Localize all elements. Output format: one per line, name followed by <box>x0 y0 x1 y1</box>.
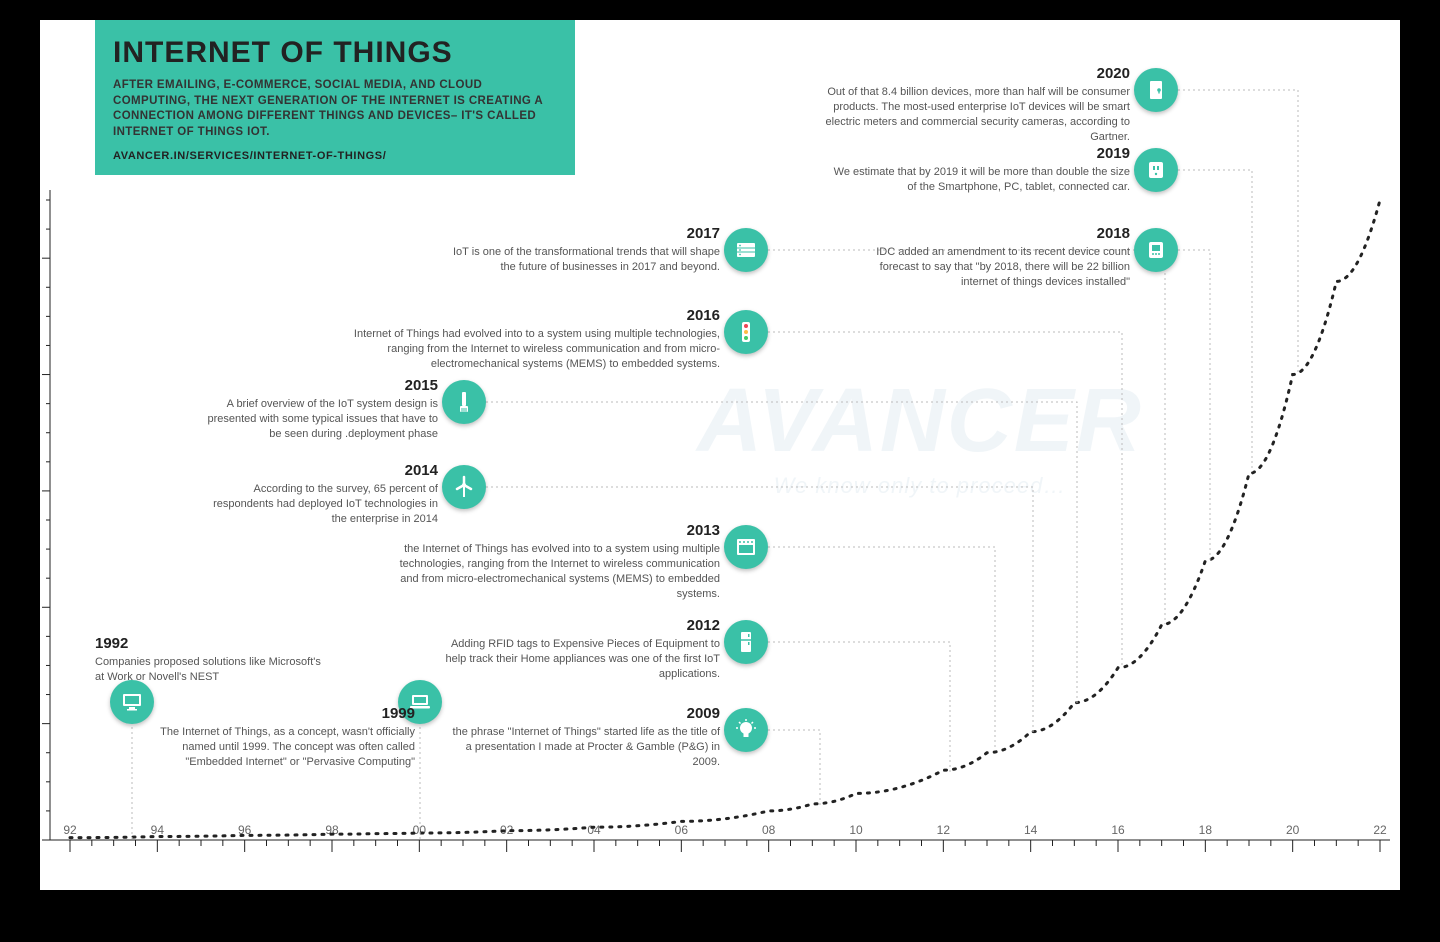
timeline-desc: IDC added an amendment to its recent dev… <box>845 245 1130 290</box>
timeline-desc: A brief overview of the IoT system desig… <box>198 397 438 442</box>
timeline-year: 2017 <box>448 225 720 242</box>
svg-text:02: 02 <box>500 823 514 837</box>
traffic-icon <box>724 310 768 354</box>
timeline-year: 2020 <box>798 65 1130 82</box>
bulb-icon <box>724 708 768 752</box>
svg-text:20: 20 <box>1286 823 1300 837</box>
svg-text:92: 92 <box>63 823 77 837</box>
timeline-text-2013: 2013the Internet of Things has evolved i… <box>380 522 720 601</box>
svg-text:04: 04 <box>587 823 601 837</box>
timeline-text-2009: 2009 the phrase "Internet of Things" star… <box>445 705 720 770</box>
timeline-text-2019: 2019 We estimate that by 2019 it will be … <box>830 145 1130 195</box>
svg-text:12: 12 <box>937 823 951 837</box>
timeline-text-2014: 2014 According to the survey, 65 percent … <box>210 462 438 527</box>
timeline-year: 2015 <box>198 377 438 394</box>
timeline-desc: Internet of Things had evolved into to a… <box>350 327 720 372</box>
header-panel: INTERNET OF THINGS AFTER EMAILING, E-COM… <box>95 20 575 175</box>
fridge-icon <box>724 620 768 664</box>
timeline-year: 2009 <box>445 705 720 722</box>
timeline-desc: According to the survey, 65 percent of r… <box>210 482 438 527</box>
timeline-year: 2016 <box>350 307 720 324</box>
desktop-icon <box>110 680 154 724</box>
windmill-icon <box>442 465 486 509</box>
timeline-text-2018: 2018 IDC added an amendment to its recent… <box>845 225 1130 290</box>
timeline-desc: the Internet of Things has evolved into … <box>380 542 720 601</box>
timeline-text-2020: 2020 Out of that 8.4 billion devices, mor… <box>798 65 1130 144</box>
thermostat-icon <box>1134 228 1178 272</box>
svg-text:98: 98 <box>325 823 339 837</box>
server-icon <box>724 228 768 272</box>
svg-text:08: 08 <box>762 823 776 837</box>
header-subtitle: AFTER EMAILING, E-COMMERCE, SOCIAL MEDIA… <box>113 78 557 140</box>
timeline-desc: Adding RFID tags to Expensive Pieces of … <box>435 637 720 682</box>
timeline-desc: IoT is one of the transformational trend… <box>448 245 720 275</box>
page-title: INTERNET OF THINGS <box>113 36 557 70</box>
timeline-year: 2012 <box>435 617 720 634</box>
timeline-text-2012: 2012 Adding RFID tags to Expensive Pieces… <box>435 617 720 682</box>
timeline-desc: Companies proposed solutions like Micros… <box>95 655 325 685</box>
timeline-year: 2019 <box>830 145 1130 162</box>
watermark: AVANCER We know only to proceed… <box>460 370 1380 499</box>
brush-icon <box>442 380 486 424</box>
watermark-brand: AVANCER <box>697 371 1143 471</box>
watermark-tagline: We know only to proceed… <box>460 473 1380 499</box>
svg-text:06: 06 <box>675 823 689 837</box>
timeline-year: 1999 <box>155 705 415 722</box>
timeline-year: 2014 <box>210 462 438 479</box>
oven-icon <box>724 525 768 569</box>
svg-text:94: 94 <box>151 823 165 837</box>
header-url: AVANCER.IN/SERVICES/INTERNET-OF-THINGS/ <box>113 150 557 162</box>
svg-text:00: 00 <box>413 823 427 837</box>
timeline-desc: Out of that 8.4 billion devices, more th… <box>798 85 1130 144</box>
timeline-text-2015: 2015 A brief overview of the IoT system d… <box>198 377 438 442</box>
doorlock-icon <box>1134 68 1178 112</box>
svg-text:18: 18 <box>1199 823 1213 837</box>
timeline-desc: We estimate that by 2019 it will be more… <box>830 165 1130 195</box>
timeline-text-1992: 1992 Companies proposed solutions like Mi… <box>95 635 325 685</box>
timeline-year: 2018 <box>845 225 1130 242</box>
timeline-desc: The Internet of Things, as a concept, wa… <box>155 725 415 770</box>
timeline-year: 1992 <box>95 635 325 652</box>
svg-text:14: 14 <box>1024 823 1038 837</box>
timeline-text-1999: 1999 The Internet of Things, as a concept… <box>155 705 415 770</box>
timeline-text-2016: 2016 Internet of Things had evolved into … <box>350 307 720 372</box>
svg-text:10: 10 <box>849 823 863 837</box>
timeline-text-2017: 2017 IoT is one of the transformational t… <box>448 225 720 275</box>
svg-text:96: 96 <box>238 823 252 837</box>
outlet-icon <box>1134 148 1178 192</box>
timeline-desc: the phrase "Internet of Things" started … <box>445 725 720 770</box>
svg-text:22: 22 <box>1373 823 1387 837</box>
svg-text:16: 16 <box>1111 823 1125 837</box>
